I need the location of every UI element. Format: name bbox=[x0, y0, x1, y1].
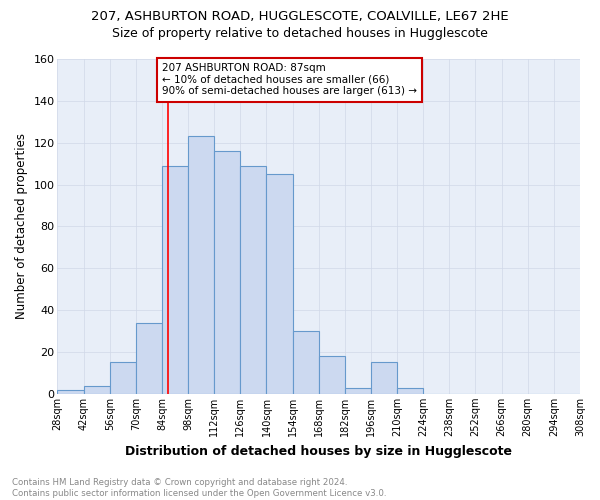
Bar bbox=[345, 388, 371, 394]
Text: Contains HM Land Registry data © Crown copyright and database right 2024.
Contai: Contains HM Land Registry data © Crown c… bbox=[12, 478, 386, 498]
Bar bbox=[266, 174, 293, 394]
Bar bbox=[293, 331, 319, 394]
Bar bbox=[319, 356, 345, 394]
X-axis label: Distribution of detached houses by size in Hugglescote: Distribution of detached houses by size … bbox=[125, 444, 512, 458]
Bar bbox=[188, 136, 214, 394]
Bar bbox=[214, 151, 241, 394]
Text: 207 ASHBURTON ROAD: 87sqm
← 10% of detached houses are smaller (66)
90% of semi-: 207 ASHBURTON ROAD: 87sqm ← 10% of detac… bbox=[162, 63, 417, 96]
Bar bbox=[58, 390, 83, 394]
Text: 207, ASHBURTON ROAD, HUGGLESCOTE, COALVILLE, LE67 2HE: 207, ASHBURTON ROAD, HUGGLESCOTE, COALVI… bbox=[91, 10, 509, 23]
Bar bbox=[110, 362, 136, 394]
Bar bbox=[397, 388, 423, 394]
Text: Size of property relative to detached houses in Hugglescote: Size of property relative to detached ho… bbox=[112, 28, 488, 40]
Y-axis label: Number of detached properties: Number of detached properties bbox=[15, 134, 28, 320]
Bar bbox=[136, 322, 162, 394]
Bar bbox=[371, 362, 397, 394]
Bar bbox=[162, 166, 188, 394]
Bar bbox=[241, 166, 266, 394]
Bar bbox=[83, 386, 110, 394]
